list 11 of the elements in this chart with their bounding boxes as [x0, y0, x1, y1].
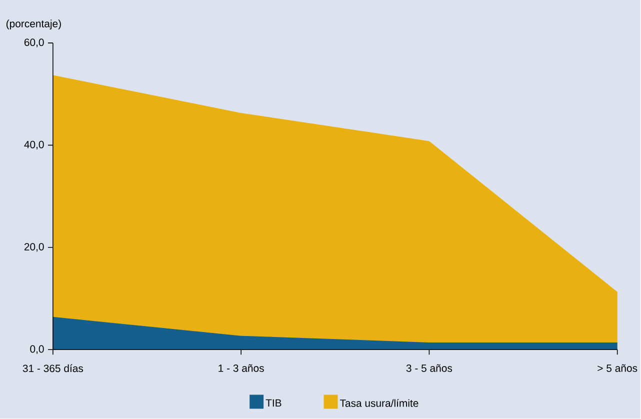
legend-label: Tasa usura/límite	[340, 399, 418, 408]
x-tick-label: 3 - 5 años	[406, 364, 452, 372]
y-tick-label: 40,0	[24, 141, 44, 150]
x-tick-label: 31 - 365 días	[22, 364, 84, 372]
y-tick-label: 0,0	[30, 346, 44, 354]
legend-label: TIB	[266, 400, 282, 407]
y-tick-label: 20,0	[24, 243, 44, 252]
y-tick-label: 60,0	[24, 38, 44, 48]
x-tick-label: 1 - 3 años	[218, 364, 264, 372]
x-tick-label: > 5 años	[598, 364, 638, 372]
y-axis-title: (porcentaje)	[6, 20, 61, 30]
